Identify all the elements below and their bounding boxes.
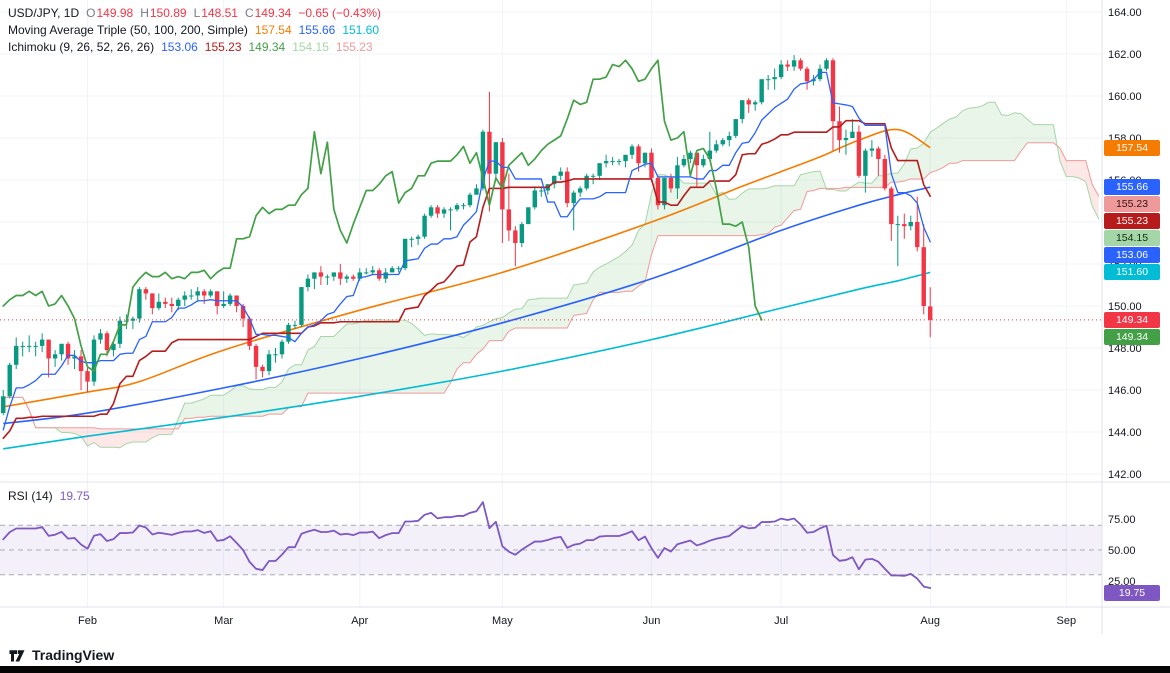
- price-axis-label: 142.00: [1108, 469, 1142, 481]
- change-value: −0.65 (−0.43%): [298, 6, 382, 20]
- time-axis-label: Aug: [920, 615, 940, 627]
- price-axis-label: 162.00: [1108, 49, 1142, 61]
- ohlc-label: H: [140, 6, 149, 20]
- ohlc-label: C: [244, 6, 254, 20]
- chart-legend: USD/JPY, 1D O149.98 H150.89 L148.51 C149.34−…: [8, 5, 381, 56]
- ichimoku-legend-value: 155.23: [335, 40, 373, 54]
- ichimoku-legend-value: 149.34: [248, 40, 286, 54]
- ma-100-line: [3, 186, 931, 425]
- ohlc-value: 149.34: [254, 6, 292, 20]
- price-axis-label: 160.00: [1108, 91, 1142, 103]
- indicator-lines: [2, 101, 1100, 450]
- rsi-pane: [2, 501, 932, 589]
- time-axis-label: Apr: [351, 615, 368, 627]
- price-axis-label: 148.00: [1108, 343, 1142, 355]
- ohlc-values: O149.98 H150.89 L148.51 C149.34: [79, 6, 291, 20]
- price-scale[interactable]: 164.00 162.00 160.00 158.00 156.00 154.00 152.…: [1108, 7, 1142, 588]
- time-axis-label: Jul: [774, 615, 788, 627]
- tradingview-brand-text: TradingView: [32, 647, 115, 663]
- tradingview-logo-icon: [9, 649, 25, 661]
- chart-plot-area[interactable]: 164.00 162.00 160.00 158.00 156.00 154.00 152.…: [0, 0, 1170, 640]
- ma-legend-value: 151.60: [342, 23, 380, 37]
- ichimoku-legend-value: 153.06: [161, 40, 198, 54]
- ma-indicator-title[interactable]: Moving Average Triple (50, 100, 200, Sim…: [8, 23, 248, 37]
- rsi-line: [2, 501, 932, 589]
- ichimoku-legend-row[interactable]: Ichimoku (9, 26, 52, 26, 26) 153.06 155.23…: [8, 39, 381, 56]
- ma-200-line: [3, 271, 931, 450]
- ma-values: 157.54 155.66 151.60: [248, 23, 379, 37]
- time-axis-label: Jun: [643, 615, 661, 627]
- ohlc-label: O: [86, 6, 96, 20]
- ohlc-value: 149.98: [96, 6, 134, 20]
- price-axis-label: 144.00: [1108, 427, 1142, 439]
- time-axis-label: Sep: [1057, 615, 1077, 627]
- ichimoku-lead-a-line: [2, 101, 1100, 449]
- rsi-legend-value: 19.75: [59, 489, 90, 503]
- ichimoku-values: 153.06 155.23 149.34 154.15 155.23: [154, 40, 373, 54]
- rsi-legend-row[interactable]: RSI (14) 19.75: [8, 489, 90, 503]
- price-axis-label: 150.00: [1108, 301, 1142, 313]
- time-axis-label: May: [492, 615, 513, 627]
- ichimoku-lines: [2, 59, 932, 440]
- rsi-indicator-title[interactable]: RSI (14): [8, 489, 53, 503]
- ma-legend-row[interactable]: Moving Average Triple (50, 100, 200, Sim…: [8, 22, 381, 39]
- footer: TradingView: [8, 645, 114, 665]
- price-axis-label: 158.00: [1108, 133, 1142, 145]
- tradingview-logo[interactable]: TradingView: [8, 647, 114, 663]
- rsi-axis-label: 50.00: [1108, 545, 1136, 557]
- time-scale[interactable]: Feb Mar Apr May Jun Jul Aug Sep: [78, 615, 1076, 627]
- ichimoku-indicator-title[interactable]: Ichimoku (9, 26, 52, 26, 26): [8, 40, 155, 54]
- ma-legend-value: 155.66: [298, 23, 336, 37]
- price-axis-label: 154.00: [1108, 217, 1142, 229]
- time-axis-label: Mar: [214, 615, 233, 627]
- symbol-legend-row[interactable]: USD/JPY, 1D O149.98 H150.89 L148.51 C149.34−…: [8, 5, 381, 22]
- candles: [1, 55, 933, 416]
- price-axis-label: 156.00: [1108, 175, 1142, 187]
- ohlc-label: L: [193, 6, 201, 20]
- rsi-band: [0, 524, 1102, 576]
- symbol-title[interactable]: USD/JPY, 1D: [8, 6, 80, 20]
- ma-legend-value: 157.54: [254, 23, 292, 37]
- ma-50-line: [3, 128, 931, 408]
- rsi-axis-label: 75.00: [1108, 514, 1136, 526]
- price-axis-label: 152.00: [1108, 259, 1142, 271]
- time-axis-label: Feb: [78, 615, 97, 627]
- ichimoku-legend-value: 155.23: [204, 40, 242, 54]
- price-axis-label: 164.00: [1108, 7, 1142, 19]
- bottom-strip: [0, 666, 1170, 673]
- ohlc-value: 148.51: [201, 6, 238, 20]
- price-axis-label: 146.00: [1108, 385, 1142, 397]
- rsi-axis-label: 25.00: [1108, 576, 1136, 588]
- ichimoku-lead-b-line: [2, 142, 1100, 430]
- ichimoku-legend-value: 154.15: [292, 40, 329, 54]
- ichimoku-conversion-line: [2, 71, 931, 431]
- ohlc-value: 150.89: [149, 6, 187, 20]
- ichimoku-lagging-line: [2, 59, 763, 372]
- ichimoku-base-line: [2, 119, 932, 440]
